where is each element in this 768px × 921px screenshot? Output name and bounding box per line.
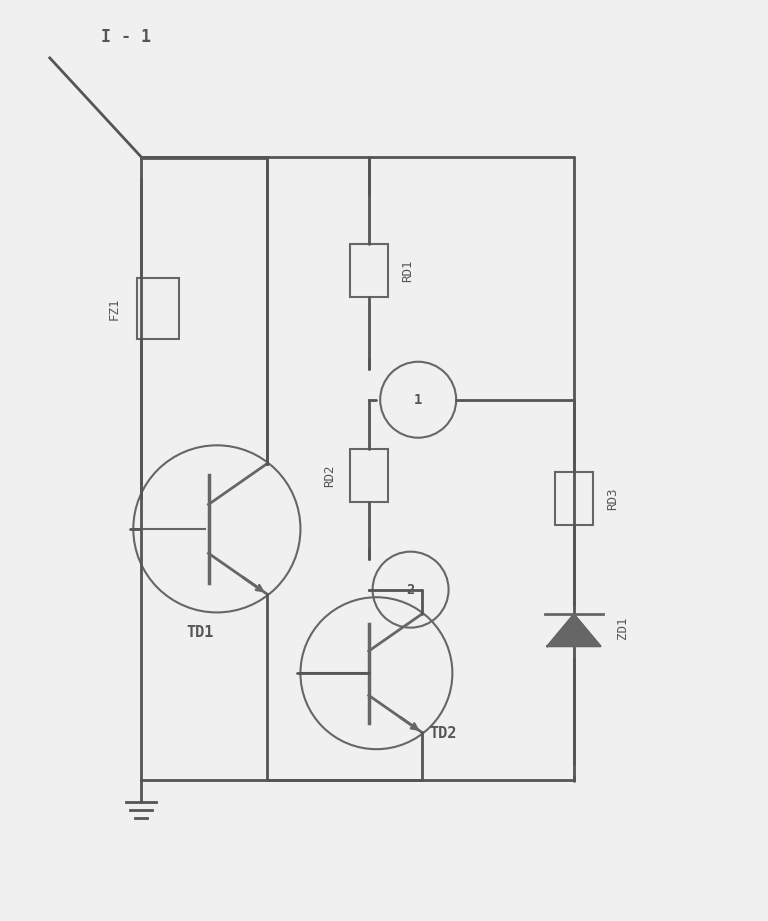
Bar xyxy=(137,278,179,339)
Text: TD2: TD2 xyxy=(429,727,457,741)
Bar xyxy=(349,449,388,502)
Text: FZ1: FZ1 xyxy=(108,297,121,320)
Text: 1: 1 xyxy=(414,392,422,407)
Bar xyxy=(349,244,388,297)
Text: ZD1: ZD1 xyxy=(617,616,630,639)
Text: RD1: RD1 xyxy=(402,260,415,282)
Polygon shape xyxy=(548,614,601,647)
Text: RD2: RD2 xyxy=(323,464,336,487)
Text: TD1: TD1 xyxy=(187,625,214,640)
Text: I - 1: I - 1 xyxy=(101,29,151,46)
Text: 2: 2 xyxy=(406,583,415,597)
Text: RD3: RD3 xyxy=(607,487,620,509)
Bar xyxy=(555,472,593,525)
